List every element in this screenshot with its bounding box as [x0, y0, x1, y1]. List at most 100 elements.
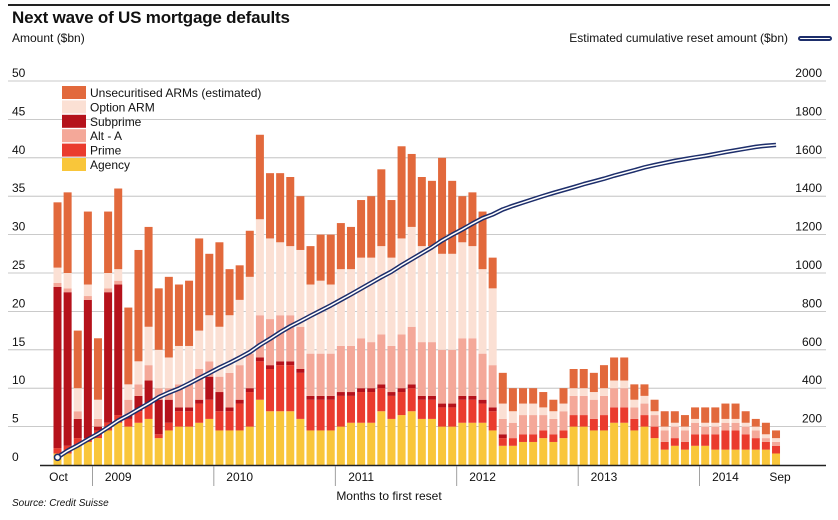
bar-segment [427, 342, 436, 396]
bar-segment [124, 384, 133, 400]
bar-segment [286, 411, 295, 465]
bar-segment [427, 246, 436, 343]
bar-segment [174, 407, 183, 412]
bar-segment [691, 407, 700, 419]
bar-segment [154, 349, 163, 389]
bar-segment [610, 422, 619, 465]
bar-segment [599, 415, 608, 431]
bar-segment [316, 234, 325, 281]
bar-segment [438, 426, 447, 465]
bar-segment [448, 349, 457, 404]
bar-segment [134, 395, 143, 412]
bar-segment [448, 180, 457, 254]
bar-segment [468, 395, 477, 400]
bar-segment [478, 353, 487, 400]
bar-segment [205, 399, 214, 419]
bar-segment [316, 430, 325, 465]
bar-segment [731, 418, 740, 423]
bar-segment [63, 192, 72, 273]
bar-segment [670, 438, 679, 446]
bar-segment [630, 399, 639, 408]
bar-segment [751, 438, 760, 450]
bar-segment [599, 365, 608, 389]
bar-segment [164, 399, 173, 423]
bar-stack [255, 134, 264, 465]
bar-segment [266, 365, 275, 369]
bar-stack [620, 357, 629, 465]
bar-segment [438, 253, 447, 350]
bar-segment [185, 345, 194, 385]
bar-segment [640, 426, 649, 465]
bar-segment [427, 418, 436, 465]
bar-segment [701, 407, 710, 423]
bar-stack [185, 280, 194, 465]
bar-segment [93, 399, 102, 419]
bar-segment [660, 449, 669, 465]
bar-segment [185, 407, 194, 412]
bar-segment [721, 449, 730, 465]
bar-segment [205, 376, 214, 400]
bar-segment [660, 430, 669, 442]
bar-segment [589, 399, 598, 419]
bar-segment [144, 418, 153, 465]
bar-segment [245, 353, 254, 389]
bar-segment [559, 388, 568, 404]
bar-segment [144, 403, 153, 419]
bar-segment [225, 411, 234, 431]
legend-swatch [62, 129, 86, 143]
y2-tick-label: 400 [802, 373, 822, 387]
bar-segment [579, 388, 588, 396]
bar-segment [276, 173, 285, 243]
bar-segment [336, 223, 345, 270]
bar-segment [589, 392, 598, 400]
bar-segment [569, 369, 578, 389]
bar-stack [427, 180, 436, 465]
bar-segment [468, 192, 477, 247]
bar-segment [377, 384, 386, 389]
bar-segment [407, 388, 416, 412]
bar-segment [772, 438, 781, 442]
bar-segment [417, 399, 426, 419]
bar-segment [589, 430, 598, 465]
bar-segment [670, 411, 679, 423]
bar-segment [255, 219, 264, 316]
bar-segment [104, 292, 113, 423]
legend-label: Unsecuritised ARMs (estimated) [90, 86, 261, 100]
bar-segment [549, 411, 558, 419]
bar-stack [215, 242, 224, 465]
bar-segment [691, 445, 700, 465]
bar-stack [367, 196, 376, 465]
bar-segment [296, 369, 305, 373]
y2-tick-label: 200 [802, 412, 822, 426]
bar-segment [529, 441, 538, 465]
bar-segment [326, 284, 335, 354]
bar-segment [519, 415, 528, 435]
y-tick-label: 30 [12, 220, 26, 234]
bar-segment [357, 338, 366, 389]
bar-segment [144, 380, 153, 404]
y-tick-label: 15 [12, 335, 26, 349]
bar-segment [336, 395, 345, 427]
bar-stack [93, 338, 102, 465]
bar-segment [174, 384, 183, 408]
bar-segment [680, 415, 689, 427]
bar-segment [741, 411, 750, 423]
bar-segment [93, 338, 102, 400]
bar-stack [73, 330, 82, 465]
bar-segment [680, 426, 689, 431]
bar-segment [691, 434, 700, 446]
bar-segment [73, 330, 82, 389]
bar-segment [134, 384, 143, 396]
bar-segment [195, 403, 204, 423]
legend: Unsecuritised ARMs (estimated)Option ARM… [62, 86, 261, 172]
y2-tick-label: 1800 [795, 104, 822, 118]
bar-segment [599, 395, 608, 416]
bar-segment [266, 173, 275, 239]
bar-segment [367, 342, 376, 389]
bar-segment [357, 388, 366, 393]
bar-segment [164, 422, 173, 431]
bar-stack [326, 234, 335, 465]
bar-segment [630, 430, 639, 465]
bar-stack [357, 200, 366, 465]
bar-segment [367, 257, 376, 343]
